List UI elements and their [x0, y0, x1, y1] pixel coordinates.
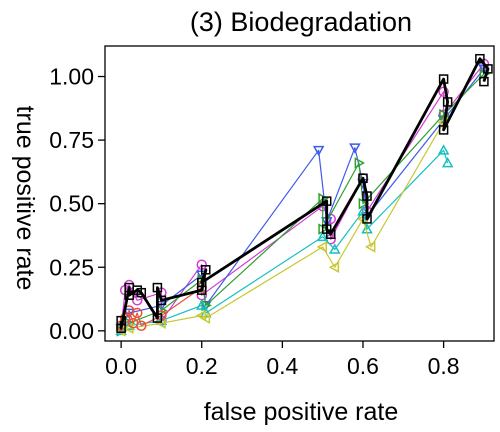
- x-tick-label: 0.8: [428, 353, 460, 379]
- data-point: [321, 196, 332, 206]
- data-point: [349, 143, 361, 154]
- data-point: [328, 243, 341, 254]
- data-point: [155, 301, 168, 312]
- y-tick-label: 0.00: [49, 318, 94, 344]
- x-tick-label: 0.2: [186, 353, 218, 379]
- data-point: [152, 313, 163, 323]
- data-point: [196, 277, 207, 288]
- plot-area: [104, 45, 495, 342]
- data-point: [475, 53, 485, 64]
- data-point: [201, 265, 211, 275]
- series-line: [120, 73, 485, 332]
- data-point: [365, 241, 376, 253]
- x-axis: 0.0 0.2 0.4 0.6 0.8: [105, 341, 460, 379]
- y-tick-label: 0.50: [49, 191, 94, 217]
- series-1: [115, 64, 490, 335]
- series-6: [116, 53, 493, 334]
- data-point: [136, 287, 147, 298]
- data-point: [358, 197, 370, 210]
- data-point: [354, 157, 366, 169]
- data-point: [358, 173, 368, 183]
- data-point: [438, 86, 449, 98]
- series-line: [119, 57, 490, 330]
- x-tick-label: 0.0: [105, 353, 137, 379]
- data-point: [316, 241, 328, 253]
- y-axis: 0.00 0.25 0.50 0.75 1.00: [49, 64, 105, 344]
- x-tick-label: 0.4: [266, 353, 298, 379]
- y-tick-label: 0.75: [49, 127, 94, 153]
- data-point: [442, 97, 453, 107]
- series-line: [120, 149, 449, 332]
- series-layer: [115, 53, 493, 337]
- data-point: [195, 299, 208, 310]
- data-point: [438, 74, 449, 84]
- y-tick-label: 0.25: [49, 254, 94, 280]
- data-point: [328, 261, 340, 274]
- data-point: [131, 307, 143, 319]
- data-point: [136, 320, 147, 331]
- data-point: [483, 64, 493, 74]
- data-point: [441, 156, 454, 168]
- data-point: [124, 290, 134, 300]
- data-point: [479, 76, 489, 87]
- data-point: [116, 323, 126, 334]
- data-point: [156, 295, 167, 306]
- data-point: [438, 125, 449, 135]
- y-tick-label: 1.00: [49, 64, 94, 90]
- data-point: [199, 312, 211, 324]
- y-axis-label: true positive rate: [11, 106, 39, 291]
- data-point: [437, 144, 450, 155]
- x-tick-label: 0.6: [347, 353, 379, 379]
- data-point: [325, 229, 336, 239]
- data-point: [152, 282, 163, 293]
- chart-title: (3) Biodegradation: [190, 7, 412, 37]
- x-axis-label: false positive rate: [204, 398, 399, 426]
- series-line: [120, 68, 485, 329]
- data-point: [362, 214, 372, 224]
- data-point: [312, 145, 325, 157]
- data-point: [362, 191, 372, 201]
- data-point: [316, 230, 329, 242]
